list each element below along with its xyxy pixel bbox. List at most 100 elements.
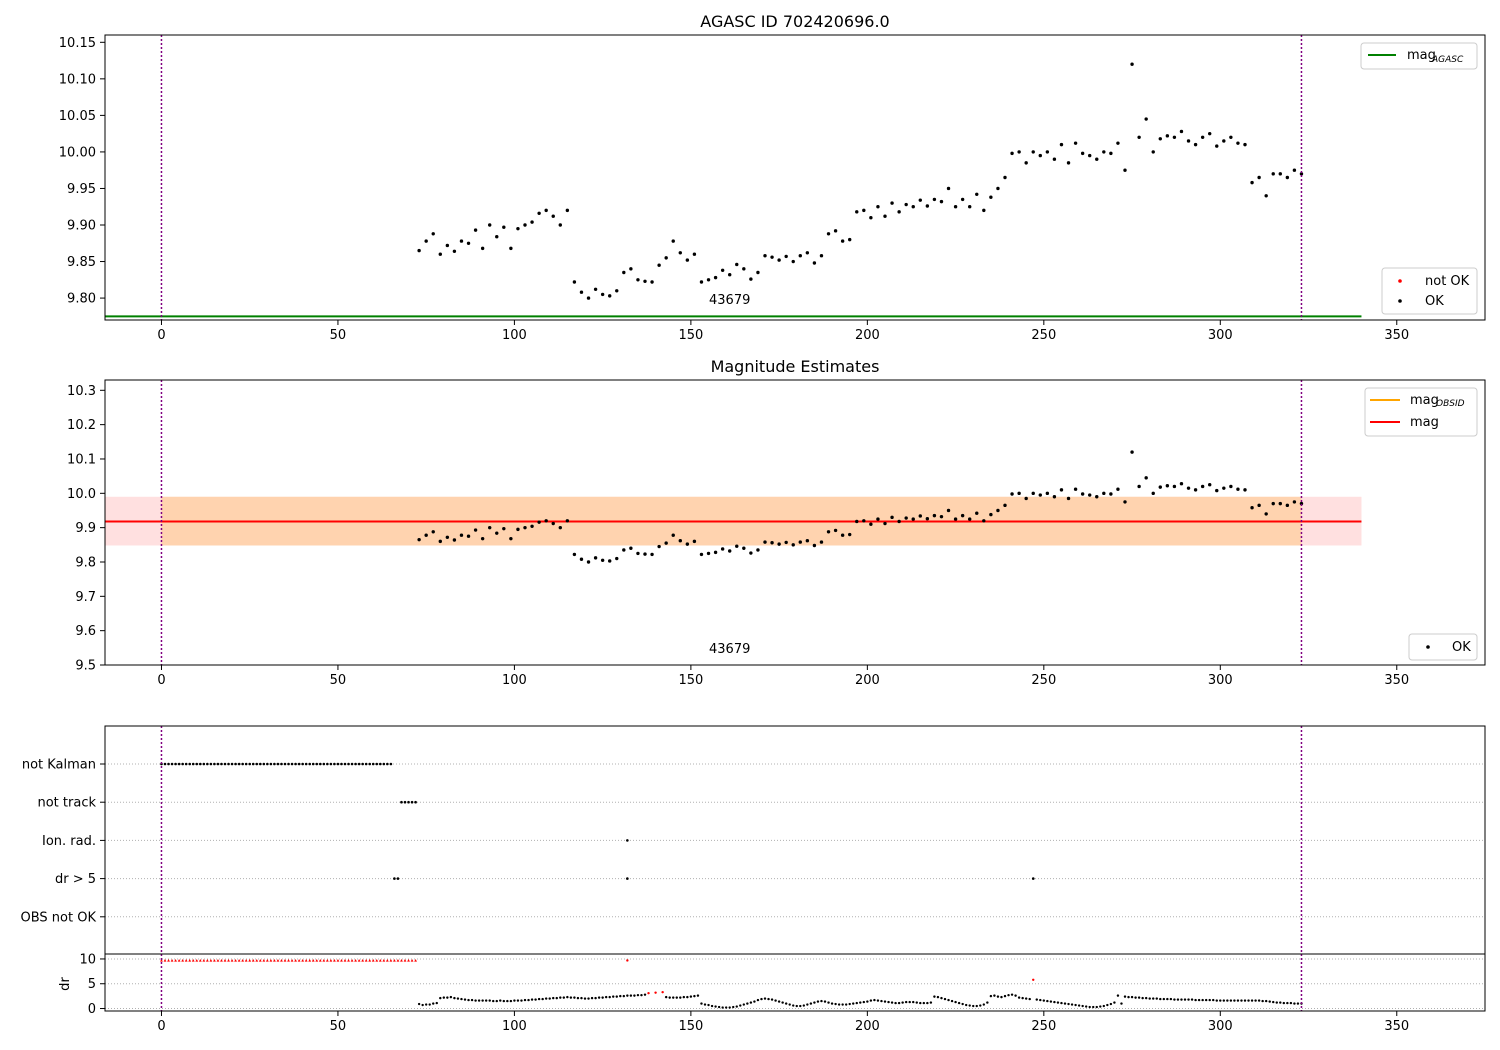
not-ok-dr-point xyxy=(213,959,216,962)
ok-data-point xyxy=(459,239,464,243)
ok-dr-point xyxy=(724,1006,728,1009)
ok-dr-point xyxy=(1039,998,1042,1002)
flag-marker xyxy=(202,762,206,766)
not-ok-dr-point xyxy=(216,959,220,962)
ok-data-point xyxy=(1158,137,1162,141)
ok-dr-point xyxy=(474,999,477,1002)
ok-dr-point xyxy=(1067,1002,1070,1006)
ok-data-point xyxy=(650,280,654,284)
x-tick-label: 300 xyxy=(1208,673,1233,688)
ok-dr-point xyxy=(1296,1002,1300,1005)
ok-data-point xyxy=(1095,157,1099,161)
ok-dr-point xyxy=(1282,1001,1286,1005)
not-ok-dr-point xyxy=(371,959,375,962)
legend-obsid-label: mag xyxy=(1410,393,1439,408)
ok-dr-point xyxy=(1176,998,1180,1001)
ok-data-point xyxy=(1059,142,1064,147)
ok-data-point xyxy=(678,538,682,543)
ok-data-point xyxy=(798,253,802,258)
ok-dr-point xyxy=(442,996,446,999)
not-ok-dr-point xyxy=(258,959,262,962)
x-tick-label: 50 xyxy=(330,673,347,688)
ok-data-point xyxy=(960,513,965,518)
ok-dr-point xyxy=(922,1001,926,1005)
ok-data-point xyxy=(643,279,647,283)
ok-data-point xyxy=(572,280,577,284)
ok-dr-point xyxy=(781,1001,784,1004)
ok-data-point xyxy=(1257,175,1261,180)
x-tick-label: 250 xyxy=(1031,328,1056,343)
ok-dr-point xyxy=(1152,997,1155,1000)
flag-marker xyxy=(1031,877,1035,880)
ok-dr-point xyxy=(739,1004,742,1007)
ok-dr-point xyxy=(876,999,880,1002)
ok-data-point xyxy=(685,542,690,546)
ok-data-point xyxy=(671,533,675,537)
ok-data-point xyxy=(946,508,951,513)
ok-data-point xyxy=(473,228,478,232)
ok-dr-point xyxy=(664,995,668,999)
ok-data-point xyxy=(1285,175,1290,180)
ok-data-point xyxy=(713,275,718,280)
y-tick-label: 9.85 xyxy=(67,255,96,270)
ok-dr-point xyxy=(580,996,583,1000)
ok-data-point xyxy=(1088,493,1092,497)
ok-data-point xyxy=(1172,135,1177,140)
y-tick-label: 9.8 xyxy=(75,555,96,570)
flag-marker xyxy=(382,762,386,766)
ok-dr-point xyxy=(940,996,943,1000)
ok-dr-point xyxy=(844,1003,848,1006)
ok-data-point xyxy=(692,539,697,544)
x-tick-label: 100 xyxy=(502,1019,527,1034)
ok-data-point xyxy=(1116,141,1120,145)
magnitude-point-legend: OK xyxy=(1408,633,1478,661)
ok-dr-point xyxy=(795,1004,798,1008)
ok-data-point xyxy=(579,290,584,294)
ok-dr-point xyxy=(1000,995,1003,999)
y-tick-label: 10.10 xyxy=(59,72,96,87)
ok-dr-point xyxy=(919,1001,922,1005)
ok-data-point xyxy=(975,511,979,515)
ok-data-point xyxy=(466,534,471,538)
magnitude-obsid-annotation: 43679 xyxy=(709,642,750,657)
ok-dr-point xyxy=(756,998,760,1002)
flag-marker xyxy=(403,800,407,804)
ok-dr-point xyxy=(1166,997,1169,1001)
ok-dr-point xyxy=(1123,995,1127,998)
ok-dr-point xyxy=(527,998,530,1002)
flag-marker xyxy=(318,762,322,766)
magnitude-estimates-title: Magnitude Estimates xyxy=(711,357,880,376)
ok-data-point xyxy=(826,232,831,236)
ok-data-point xyxy=(925,204,930,208)
x-tick-label: 200 xyxy=(855,1019,880,1034)
x-tick-label: 150 xyxy=(678,673,703,688)
ok-data-point xyxy=(918,198,922,202)
ok-dr-point xyxy=(749,1001,753,1004)
ok-dr-point xyxy=(841,1003,844,1006)
ok-data-point xyxy=(833,528,838,533)
ok-dr-point xyxy=(763,997,767,1000)
flag-marker xyxy=(198,762,202,766)
ok-data-point xyxy=(911,517,915,521)
ok-dr-point xyxy=(993,994,996,997)
ok-data-point xyxy=(480,536,485,541)
ok-dr-point xyxy=(1197,998,1201,1002)
ok-dr-point xyxy=(1049,1000,1053,1003)
y-tick-label: 10 xyxy=(79,952,96,967)
ok-dr-point xyxy=(640,993,643,997)
ok-data-point xyxy=(1215,144,1219,148)
flag-row-label: not track xyxy=(37,796,96,811)
ok-data-point xyxy=(629,267,633,271)
ok-dr-point xyxy=(421,1003,424,1007)
ok-data-point xyxy=(657,544,661,549)
ok-dr-point xyxy=(1141,996,1144,1000)
ok-data-point xyxy=(876,205,880,209)
flag-marker xyxy=(393,877,396,880)
flag-marker xyxy=(297,762,301,766)
not-ok-dr-point xyxy=(308,959,312,962)
ok-dr-point xyxy=(668,996,671,999)
ok-data-point xyxy=(904,202,908,207)
ok-data-point xyxy=(586,296,591,300)
ok-dr-point xyxy=(792,1004,795,1007)
ok-dr-point xyxy=(1204,998,1208,1002)
